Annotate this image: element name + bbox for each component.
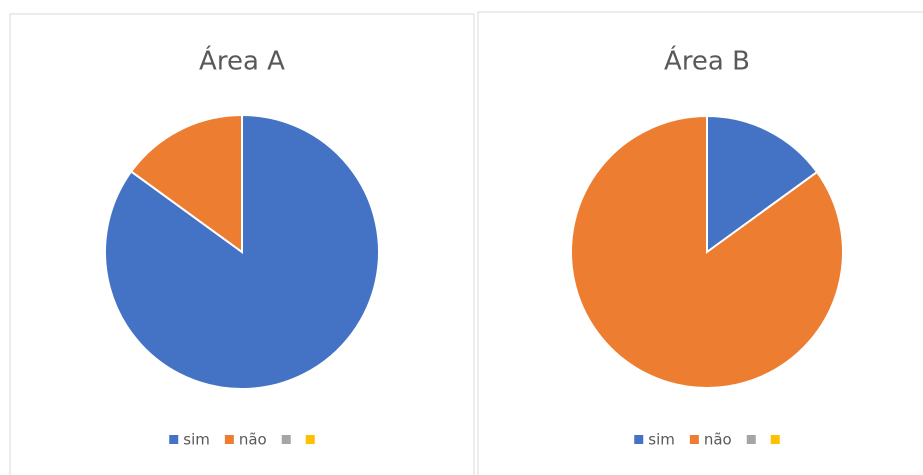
legend-swatch (169, 435, 179, 444)
legend-swatch (305, 435, 315, 444)
legend-label: sim (648, 431, 675, 449)
legend-label: não (239, 431, 267, 449)
legend-label: não (704, 431, 732, 449)
legend-swatch (770, 435, 780, 444)
legend-swatch (746, 435, 756, 444)
legend-swatch (689, 435, 699, 444)
chart-title: Área A (199, 45, 285, 77)
pie-slice (129, 113, 243, 254)
legend-swatch (634, 435, 644, 444)
legend-label: sim (183, 431, 210, 449)
legend-swatch (224, 435, 234, 444)
legend-swatch (281, 435, 291, 444)
pie-slice (706, 114, 819, 254)
chart-title: Área B (664, 45, 750, 77)
